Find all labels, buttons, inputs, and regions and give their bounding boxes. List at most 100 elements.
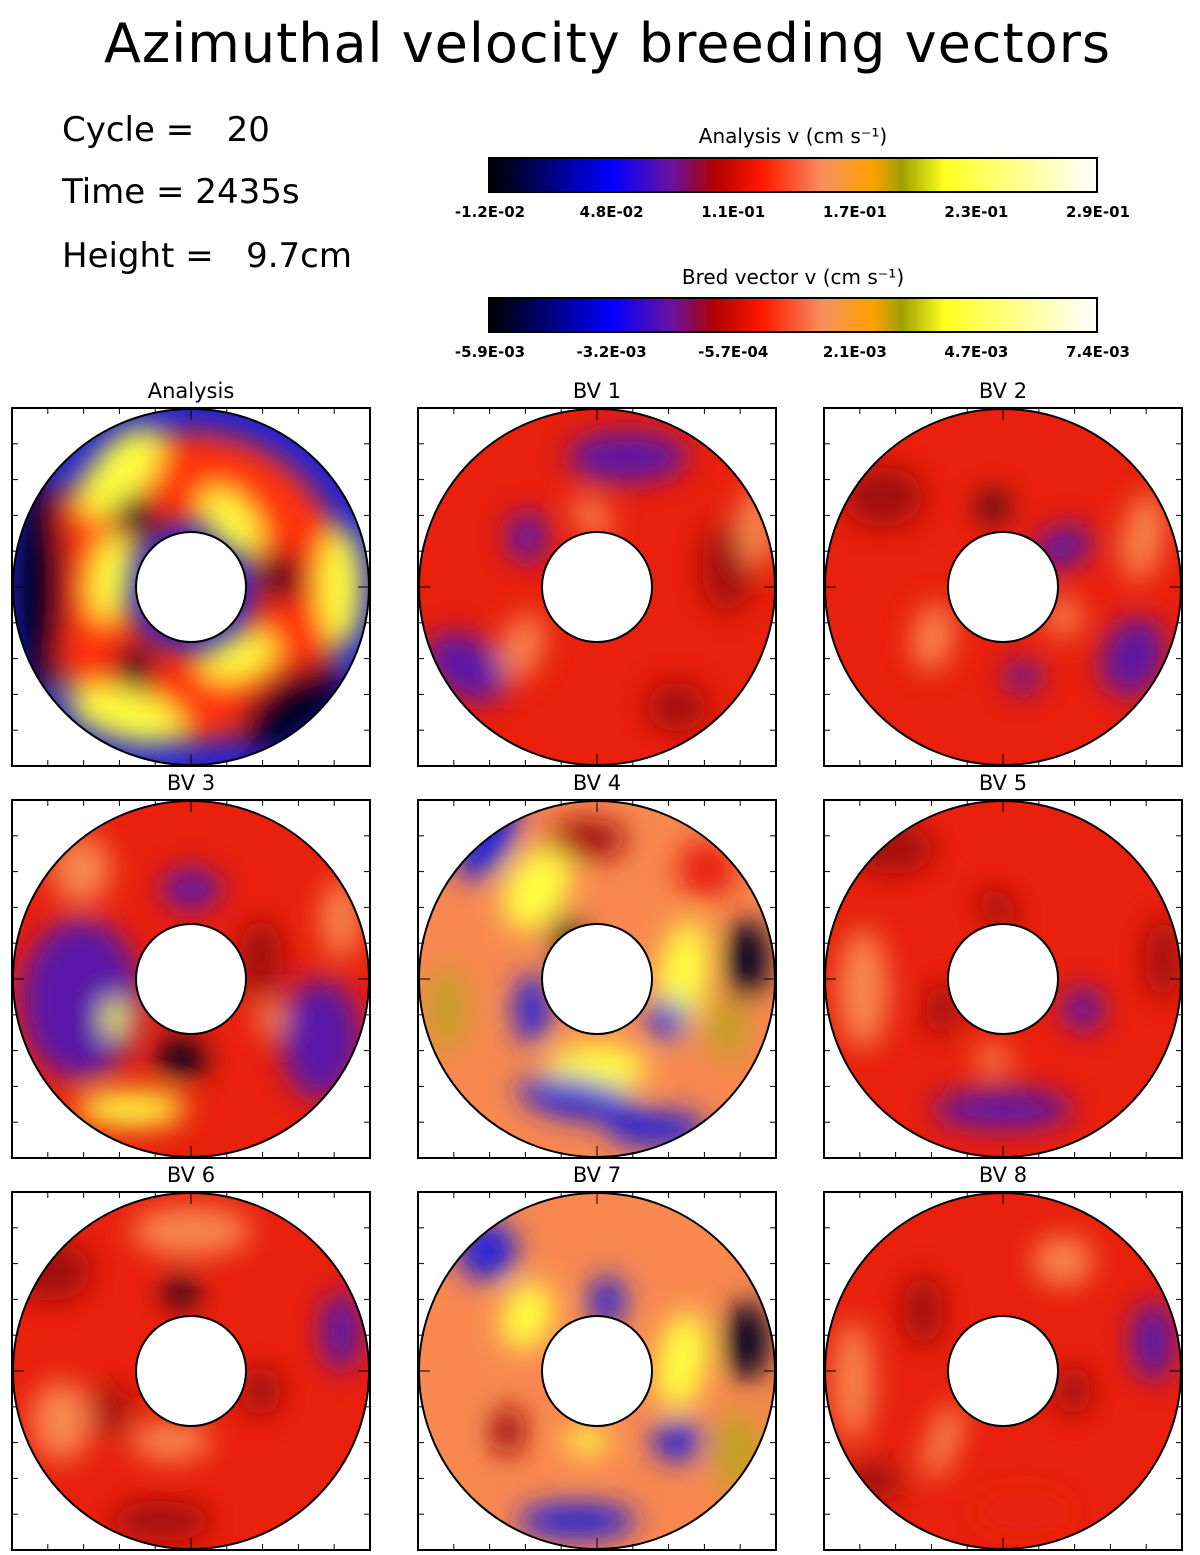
annulus-inner-hole	[135, 531, 247, 643]
field-feature	[647, 682, 707, 732]
annulus-inner-hole	[947, 923, 1059, 1035]
panel-bv-1	[417, 407, 777, 767]
field-feature	[1121, 492, 1165, 582]
colorbar-tick-label: 7.4E-03	[1066, 343, 1130, 361]
field-feature	[652, 1421, 702, 1461]
field-feature	[502, 847, 572, 931]
annulus-inner-hole	[541, 1315, 653, 1427]
panel-bv-8	[823, 1191, 1183, 1551]
field-feature	[843, 467, 923, 527]
field-feature	[589, 1276, 625, 1326]
field-feature	[104, 999, 128, 1039]
field-feature	[51, 834, 111, 904]
field-feature	[114, 495, 158, 539]
field-feature	[507, 512, 547, 562]
field-feature	[737, 487, 775, 567]
field-feature	[655, 1311, 709, 1411]
field-feature	[933, 1089, 1073, 1129]
colorbar-tick-label: 2.1E-03	[822, 343, 887, 361]
field-feature	[547, 819, 627, 859]
field-feature	[1055, 1366, 1091, 1416]
field-feature	[565, 1427, 609, 1455]
panel-bv-5	[823, 799, 1183, 1159]
colorbar-tick-label: 1.7E-01	[822, 203, 887, 221]
panel-title: BV 5	[978, 771, 1028, 795]
field-feature	[514, 974, 550, 1044]
field-feature	[427, 969, 467, 1049]
field-feature	[517, 1503, 637, 1539]
colorbar-tick-label: -5.7E-04	[698, 343, 769, 361]
field-feature	[422, 1341, 472, 1441]
field-feature	[239, 919, 283, 999]
colorbar-tick-label: 4.7E-03	[944, 343, 1009, 361]
field-feature	[116, 642, 156, 692]
figure-title: Azimuthal velocity breeding vectors	[103, 12, 1112, 75]
field-feature	[200, 488, 262, 556]
colorbar-tick-label: -5.9E-03	[454, 343, 526, 361]
panel-title: BV 7	[572, 1163, 622, 1187]
field-feature	[647, 999, 687, 1039]
field-feature	[16, 477, 66, 697]
field-feature	[166, 1273, 196, 1309]
annulus-inner-hole	[135, 1315, 247, 1427]
field-feature	[131, 1421, 211, 1461]
annulus-inner-hole	[541, 531, 653, 643]
field-feature	[978, 887, 1018, 931]
analysis-colorbar-title: Analysis v (cm s⁻¹)	[698, 124, 888, 148]
field-feature	[833, 1321, 873, 1441]
annulus-inner-hole	[135, 923, 247, 1035]
field-feature	[500, 1282, 554, 1350]
field-feature	[1145, 919, 1181, 999]
field-feature	[923, 1403, 963, 1479]
panel-title: BV 4	[572, 771, 622, 795]
field-feature	[21, 919, 141, 1079]
field-feature	[91, 1386, 131, 1436]
colorbar-tick-label: -3.2E-03	[576, 343, 647, 361]
field-feature	[1131, 1301, 1175, 1381]
field-feature	[725, 1301, 769, 1381]
panel-title: BV 8	[978, 1163, 1028, 1187]
field-feature	[241, 1366, 281, 1416]
field-feature	[156, 1039, 206, 1079]
field-feature	[981, 492, 1005, 522]
field-feature	[200, 633, 278, 681]
field-feature	[1101, 618, 1165, 696]
field-feature	[725, 919, 769, 999]
field-feature	[712, 1411, 762, 1491]
field-feature	[256, 1001, 286, 1037]
annulus-inner-hole	[947, 1315, 1059, 1427]
field-feature	[707, 999, 747, 1059]
field-feature	[67, 686, 185, 744]
field-feature	[281, 979, 361, 1099]
colorbar-tick-label: 2.3E-01	[944, 203, 1009, 221]
field-feature	[973, 1491, 1073, 1531]
height-label: Height = 9.7cm	[62, 236, 352, 276]
field-feature	[31, 1381, 91, 1461]
panel-analysis	[11, 407, 371, 767]
field-feature	[76, 1091, 186, 1127]
cycle-label: Cycle = 20	[62, 110, 270, 150]
annulus-inner-hole	[541, 923, 653, 1035]
field-feature	[489, 1406, 525, 1456]
field-feature	[567, 432, 687, 482]
field-feature	[261, 552, 301, 602]
colorbar-tick-label: 2.9E-01	[1066, 203, 1130, 221]
field-feature	[131, 1206, 251, 1256]
colorbar-tick-label: 4.8E-02	[579, 203, 644, 221]
field-feature	[13, 1241, 91, 1301]
field-feature	[499, 613, 545, 681]
field-feature	[903, 1276, 943, 1346]
field-feature	[161, 869, 221, 909]
panel-bv-7	[417, 1191, 777, 1551]
analysis-colorbar	[488, 157, 1098, 193]
panel-title: BV 3	[166, 771, 216, 795]
field-feature	[36, 432, 346, 742]
field-feature	[517, 1076, 637, 1122]
panel-bv-6	[11, 1191, 371, 1551]
field-feature	[79, 426, 163, 518]
field-feature	[111, 1501, 211, 1541]
panel-bv-2	[823, 407, 1183, 767]
field-feature	[912, 602, 954, 672]
panel-title: BV 6	[166, 1163, 216, 1187]
